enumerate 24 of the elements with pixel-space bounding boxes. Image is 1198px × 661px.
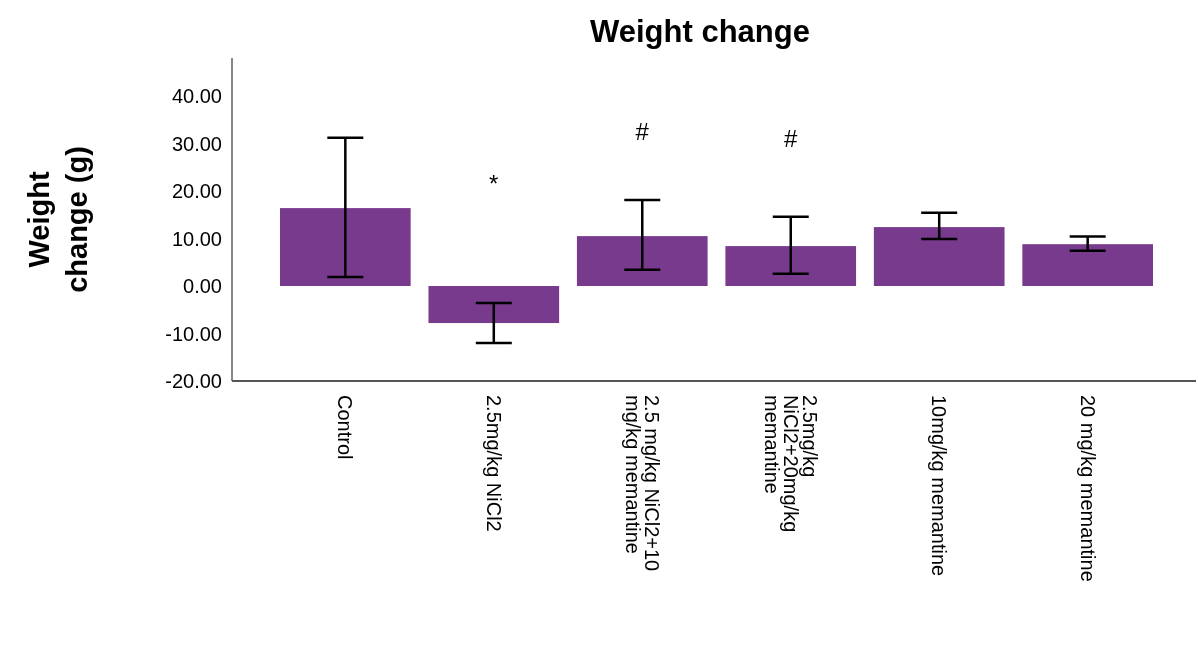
chart-title: Weight change: [590, 14, 810, 49]
x-tick-label: 2.5mg/kg NiCl2+20mg/kg memantine: [760, 395, 821, 533]
y-tick-label: 10.00: [171, 227, 222, 250]
y-tick-label: -10.00: [165, 322, 222, 345]
bar: [428, 286, 560, 324]
annotation: #: [635, 118, 650, 145]
bar: [873, 227, 1005, 286]
bar: [725, 246, 857, 286]
y-tick-label: 20.00: [171, 180, 222, 202]
x-tick-label: Control: [334, 395, 357, 460]
y-tick-label: -20.00: [165, 370, 222, 392]
x-tick-label: 2.5mg/kg NiCl2: [482, 395, 505, 532]
y-axis-title: Weight change (g): [23, 146, 93, 293]
y-tick-label: 30.00: [171, 132, 222, 155]
bar: [280, 208, 411, 286]
y-tick-label: 0.00: [183, 275, 222, 297]
y-tick-label: 40.00: [171, 85, 222, 107]
annotation: #: [784, 125, 799, 152]
bar: [1022, 244, 1153, 286]
annotation: *: [489, 170, 499, 197]
x-tick-label: 20 mg/kg memantine: [1076, 395, 1099, 582]
x-tick-label: 10mg/kg memantine: [928, 395, 951, 577]
x-tick-label: 2.5 mg/kg NiCl2+10 mg/kg memantine: [621, 395, 663, 572]
bar: [576, 236, 708, 286]
